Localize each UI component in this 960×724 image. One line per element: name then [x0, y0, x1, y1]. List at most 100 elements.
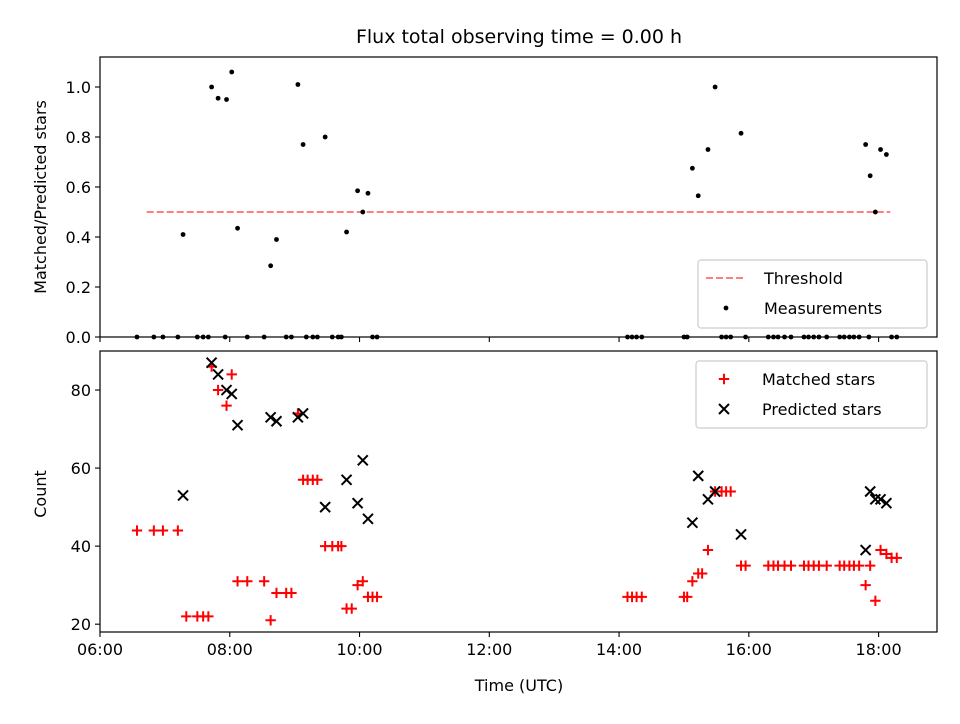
matched-star-point — [687, 576, 698, 587]
predicted-star-point — [362, 513, 374, 525]
measurement-point — [360, 209, 366, 215]
matched-star-point — [148, 525, 160, 536]
matched-star-point — [371, 591, 383, 603]
measurement-point — [215, 95, 221, 101]
measurement-point — [300, 142, 306, 147]
matched-star-point — [157, 525, 169, 536]
measurement-point — [344, 229, 349, 235]
measurement-point — [209, 84, 215, 90]
legend-label: Predicted stars — [762, 400, 882, 419]
legend-label: Measurements — [764, 299, 882, 318]
axes-top: 0.0 0.2 0.4 0.6 0.8 1.0 — [66, 56, 938, 347]
predicted-star-point — [686, 517, 699, 529]
predicted-star-point — [340, 474, 353, 486]
matched-star-point — [740, 560, 751, 571]
y-tick-label: 0.4 — [66, 228, 91, 247]
measurement-point — [883, 152, 889, 157]
matched-star-point — [357, 576, 368, 587]
x-tick-label: 14:00 — [596, 640, 642, 659]
plot-frame — [99, 350, 938, 633]
legend-label: Threshold — [763, 269, 843, 288]
matched-star-point — [181, 611, 192, 622]
y-tick-label: 60 — [71, 459, 91, 478]
matched-star-point — [232, 576, 243, 587]
matched-star-point — [172, 525, 184, 536]
measurement-point — [878, 147, 883, 152]
matched-star-point — [286, 587, 297, 599]
matched-star-point — [258, 576, 270, 587]
x-tick-label: 08:00 — [207, 640, 253, 659]
matched-star-point — [226, 369, 237, 380]
legend-matched-swatch — [718, 373, 730, 385]
measurement-point — [365, 190, 371, 196]
predicted-star-point — [177, 489, 189, 502]
measurement-point — [867, 173, 873, 179]
chart-title: Flux total observing time = 0.00 h — [356, 26, 682, 48]
matched-star-point — [681, 591, 693, 603]
predicted-star-point — [874, 493, 887, 506]
x-axis-label: Time (UTC) — [474, 676, 563, 695]
measurement-point — [695, 193, 701, 199]
y-tick-label: 1.0 — [66, 78, 91, 97]
predicted-star-point — [351, 497, 364, 509]
matched-star-point — [346, 603, 357, 614]
matched-star-point — [312, 474, 323, 485]
predicted-star-point — [692, 470, 704, 482]
predicted-star-point — [869, 493, 882, 506]
matched-star-point — [336, 540, 347, 552]
measurement-point — [705, 147, 711, 152]
predicted-star-point — [864, 485, 876, 498]
measurement-point — [274, 237, 279, 242]
measurement-point — [229, 69, 235, 75]
matched-star-point — [821, 560, 832, 571]
predicted-star-point — [357, 454, 369, 466]
legend-measurement-swatch — [723, 305, 729, 311]
measurement-point — [872, 209, 878, 215]
matched-star-point — [860, 579, 871, 591]
y-tick-label: 0.8 — [66, 128, 91, 147]
predicted-star-point — [880, 497, 893, 509]
matched-star-point — [271, 587, 282, 599]
y-tick-label: 20 — [71, 615, 91, 634]
plot-frame — [99, 56, 938, 338]
predicted-star-point — [319, 501, 331, 513]
y-tick-label: 0.0 — [66, 328, 91, 347]
measurement-point — [224, 97, 229, 102]
matched-star-point — [265, 615, 276, 626]
measurement-point — [355, 188, 360, 194]
y-tick-label: 0.6 — [66, 178, 91, 197]
y-tick-label: 80 — [71, 381, 91, 400]
measurement-point — [268, 263, 274, 269]
matched-star-point — [636, 591, 647, 603]
predicted-star-point — [264, 411, 277, 424]
legend-box — [695, 360, 928, 429]
matched-star-point — [131, 525, 143, 536]
measurement-point — [738, 130, 744, 136]
y-axis-label-top: Matched/Predicted stars — [31, 100, 50, 294]
matched-star-point — [870, 595, 881, 606]
matched-star-point — [242, 576, 253, 587]
x-tick-label: 06:00 — [77, 640, 123, 659]
matched-star-point — [853, 560, 865, 571]
matched-star-point — [221, 400, 232, 411]
legend-top: Threshold Measurements — [697, 259, 928, 329]
matched-star-point — [725, 486, 736, 497]
predicted-star-point — [859, 544, 872, 556]
legend-bottom: Matched stars Predicted stars — [695, 360, 928, 429]
matched-star-point — [702, 544, 714, 556]
matched-star-point — [212, 384, 224, 396]
matched-star-point — [875, 544, 886, 556]
y-tick-label: 0.2 — [66, 278, 91, 297]
y-axis-label-bottom: Count — [31, 470, 50, 518]
legend-predicted-swatch — [718, 403, 730, 415]
legend-box — [697, 259, 928, 329]
matched-star-point — [864, 560, 876, 571]
x-tick-label: 12:00 — [466, 640, 512, 659]
matched-star-point — [203, 611, 214, 622]
x-tick-label: 16:00 — [726, 640, 772, 659]
predicted-star-point — [205, 357, 218, 369]
axes-bottom: 06:00 08:00 10:00 12:00 14:00 16:00 18:00 20 40 6… — [71, 350, 938, 659]
